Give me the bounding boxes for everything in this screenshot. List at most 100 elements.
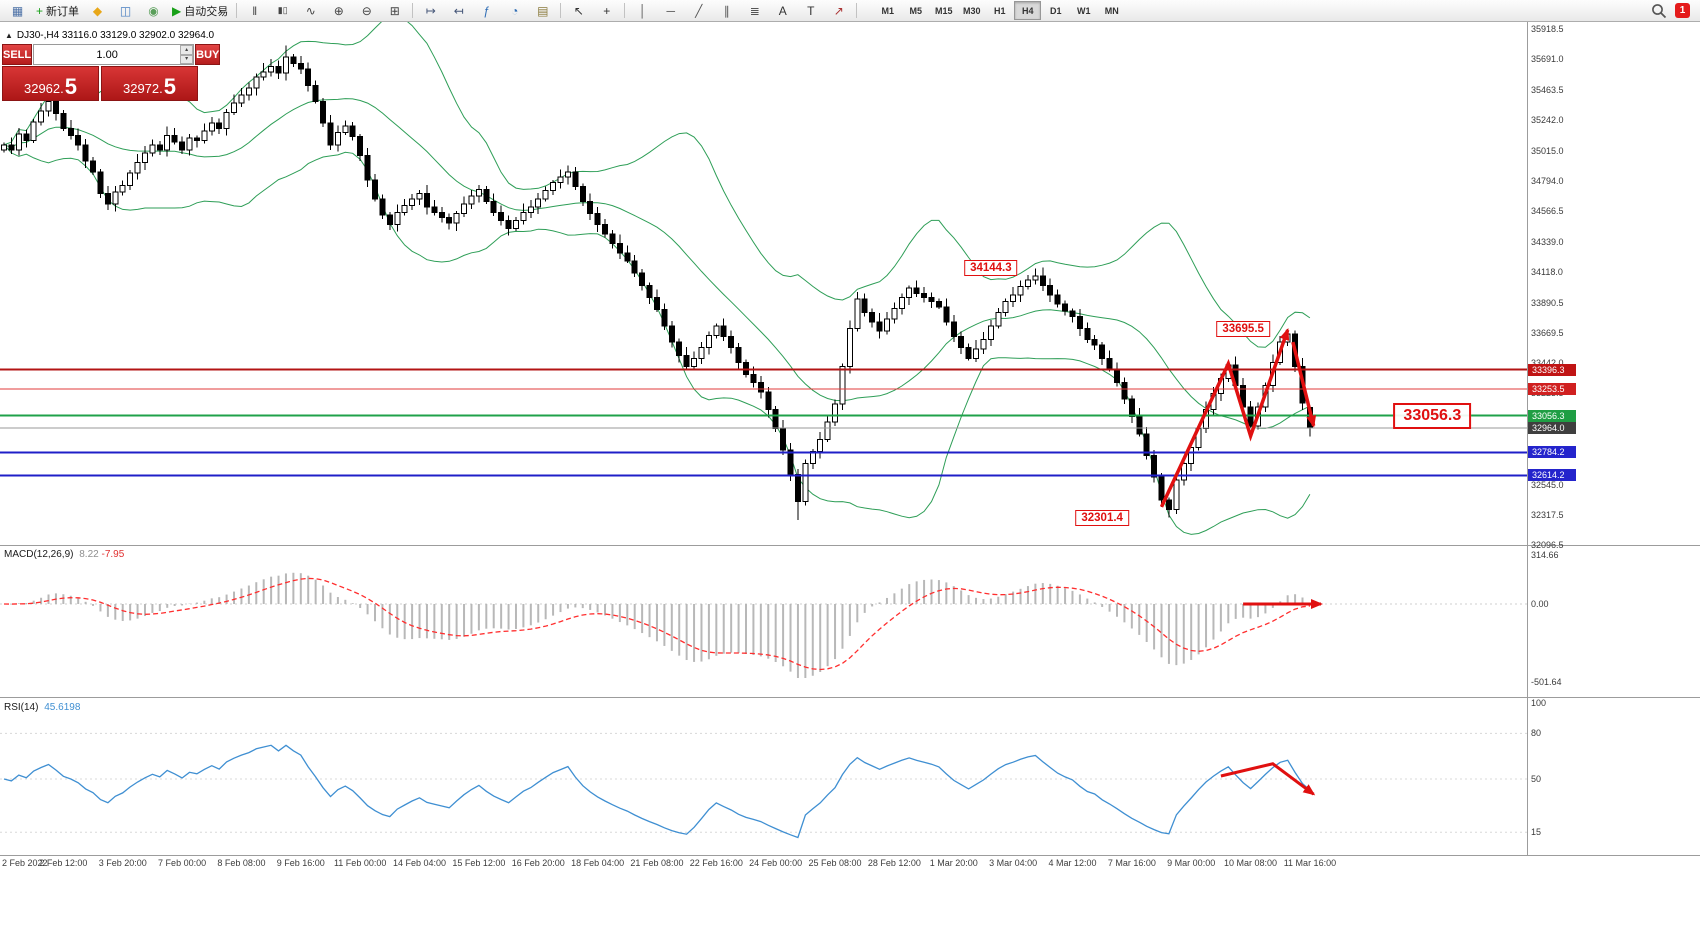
periods-icon[interactable]: ◔: [501, 1, 528, 21]
channel-icon[interactable]: ∥: [713, 1, 740, 21]
cursor-icon[interactable]: ↖: [565, 1, 592, 21]
lot-steppers: ▴ ▾: [180, 45, 194, 64]
crosshair-icon: +: [603, 3, 611, 18]
indicators-icon[interactable]: ƒ: [473, 1, 500, 21]
symbol-header: ▲ DJ30-,H4 33116.0 33129.0 32902.0 32964…: [5, 30, 214, 41]
toolbar-right: 1: [1651, 3, 1696, 19]
play-icon: ▶: [172, 3, 182, 18]
new-chart-icon[interactable]: ▦: [4, 1, 31, 21]
sell-button[interactable]: SELL: [2, 44, 33, 65]
pane-separators: [0, 22, 1700, 856]
lot-decrease-button[interactable]: ▾: [180, 54, 194, 64]
symbol-ohlc-text: DJ30-,H4 33116.0 33129.0 32902.0 32964.0: [16, 30, 215, 41]
toolbar-separator: [236, 3, 238, 18]
templates-icon: ▤: [537, 3, 549, 18]
metaquotes-icon[interactable]: ◆: [84, 1, 111, 21]
timeframe-m15[interactable]: M15: [934, 5, 953, 16]
fibonacci-icon[interactable]: ≣: [741, 1, 768, 21]
sell-price-panel[interactable]: 32962. 5: [2, 66, 99, 101]
label-icon: T: [807, 3, 815, 18]
macd-name: MACD(12,26,9): [4, 549, 74, 560]
bollinger-bands: [3, 22, 1311, 535]
toolbar: ▦ + 新订单 ◆ ◫ ◉ ▶ 自动交易 ‖ ▮▯ ∿ ⊕ ⊖ ⊞ ↦ ↤ ƒ ◔ ▤ ↖ + │ ─ ╱ ∥ ≣ A T ↗ M1 M5…: [0, 0, 1700, 22]
fibonacci-icon: ≣: [749, 3, 760, 18]
autotrade-button-label: 自动交易: [184, 5, 229, 18]
line-chart-icon[interactable]: ∿: [297, 1, 324, 21]
one-click-trading-panel: SELL ▴ ▾ BUY 32962. 5 32972. 5: [2, 44, 221, 101]
autotrade-button[interactable]: ▶ 自动交易: [168, 1, 232, 21]
trendline-icon[interactable]: ╱: [685, 1, 712, 21]
rsi-name: RSI(14): [4, 702, 39, 713]
trade-annotations: [1159, 328, 1323, 796]
lot-input[interactable]: [34, 45, 181, 64]
toolbar-separator: [856, 3, 858, 18]
buy-price-big-digit: 5: [163, 74, 176, 100]
toolbar-separator: [624, 3, 626, 18]
text-icon[interactable]: A: [769, 1, 796, 21]
periods-icon: ◔: [511, 3, 519, 18]
chart-window[interactable]: 35918.5 35691.0 35463.5 35242.0 35015.0 34794…: [0, 22, 1700, 946]
sell-price-big-digit: 5: [64, 74, 77, 100]
timeframe-group: M1 M5 M15 M30 H1 H4 D1 W1 MN: [874, 1, 1125, 20]
sell-price: 32962.: [23, 81, 64, 97]
line-chart-icon: ∿: [305, 3, 316, 18]
timeframe-w1[interactable]: W1: [1077, 5, 1091, 16]
timeframe-d1[interactable]: D1: [1049, 5, 1062, 16]
zoom-out-icon: ⊖: [361, 3, 372, 18]
macd-signal-value: -7.95: [101, 549, 125, 560]
timeframe-h4[interactable]: H4: [1014, 1, 1042, 20]
metaquotes-icon: ◆: [92, 3, 103, 18]
candlesticks: [1, 45, 1313, 521]
lot-increase-button[interactable]: ▴: [180, 45, 194, 55]
zoom-in-icon[interactable]: ⊕: [325, 1, 352, 21]
toolbar-separator: [560, 3, 562, 18]
bar-chart-icon[interactable]: ‖: [241, 1, 268, 21]
zoom-out-icon[interactable]: ⊖: [353, 1, 380, 21]
data-window-icon[interactable]: ◉: [140, 1, 167, 21]
timeframe-m1[interactable]: M1: [881, 5, 894, 16]
arrows-icon: ↗: [833, 3, 844, 18]
chart-canvas[interactable]: [0, 22, 1700, 946]
plus-icon: +: [36, 3, 44, 18]
search-icon[interactable]: [1651, 3, 1667, 19]
arrows-icon[interactable]: ↗: [825, 1, 852, 21]
rsi-value: 45.6198: [44, 702, 81, 713]
toolbar-separator: [412, 3, 414, 18]
crosshair-icon[interactable]: +: [593, 1, 620, 21]
buy-price: 32972.: [122, 81, 163, 97]
timeframe-m30[interactable]: M30: [962, 5, 981, 16]
buy-button[interactable]: BUY: [195, 44, 221, 65]
tile-windows-icon: ⊞: [389, 3, 400, 18]
auto-scroll-icon[interactable]: ↦: [417, 1, 444, 21]
new-chart-icon: ▦: [11, 3, 24, 18]
toolbar-items: ▦ + 新订单 ◆ ◫ ◉ ▶ 自动交易 ‖ ▮▯ ∿ ⊕ ⊖ ⊞ ↦ ↤ ƒ ◔ ▤ ↖ + │ ─ ╱ ∥ ≣ A T ↗: [4, 1, 860, 21]
tile-windows-icon[interactable]: ⊞: [381, 1, 408, 21]
chart-shift-icon[interactable]: ↤: [445, 1, 472, 21]
zoom-in-icon: ⊕: [333, 3, 344, 18]
cursor-icon: ↖: [573, 3, 584, 18]
data-window-icon: ◉: [148, 3, 159, 18]
rsi-label: RSI(14) 45.6198: [4, 702, 80, 713]
timeframe-h1[interactable]: H1: [993, 5, 1006, 16]
vertical-line-icon[interactable]: │: [629, 1, 656, 21]
timeframe-mn[interactable]: MN: [1104, 5, 1119, 16]
vertical-line-icon: │: [639, 3, 647, 18]
lot-size-control: ▴ ▾: [33, 44, 195, 65]
horizontal-line-icon: ─: [666, 3, 675, 18]
candlestick-chart-icon: ▮▯: [277, 5, 288, 15]
templates-icon[interactable]: ▤: [529, 1, 556, 21]
new-order-button[interactable]: + 新订单: [32, 1, 83, 21]
buy-price-panel[interactable]: 32972. 5: [101, 66, 198, 101]
indicators-icon: ƒ: [483, 3, 491, 18]
market-watch-icon[interactable]: ◫: [112, 1, 139, 21]
label-icon[interactable]: T: [797, 1, 824, 21]
timeframe-m5[interactable]: M5: [909, 5, 922, 16]
horizontal-line-icon[interactable]: ─: [657, 1, 684, 21]
notification-badge[interactable]: 1: [1675, 3, 1690, 18]
oneclick-toggle-icon[interactable]: ▲: [5, 31, 13, 40]
chart-shift-icon: ↤: [453, 3, 464, 18]
macd-label: MACD(12,26,9) 8.22 -7.95: [4, 549, 124, 560]
candlestick-chart-icon[interactable]: ▮▯: [269, 1, 296, 21]
market-watch-icon: ◫: [119, 3, 132, 18]
new-order-button-label: 新订单: [46, 5, 80, 18]
